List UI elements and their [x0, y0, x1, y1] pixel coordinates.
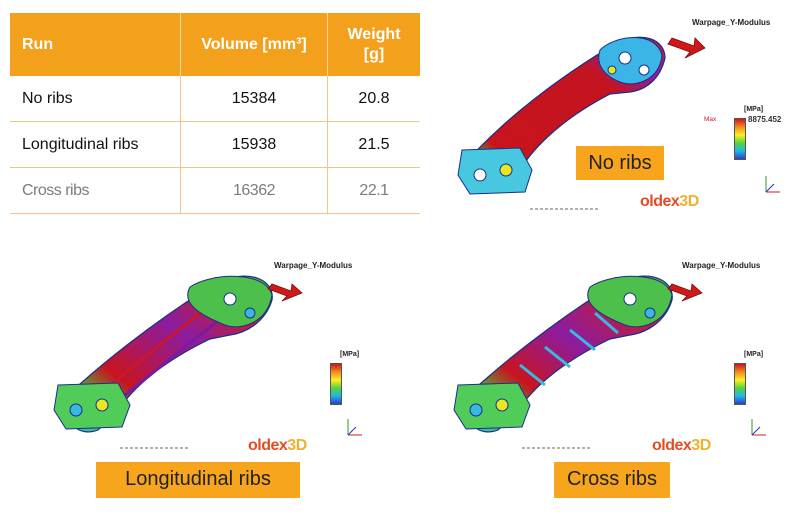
table-row: Longitudinal ribs 15938 21.5	[10, 121, 420, 168]
cell-weight: 20.8	[327, 76, 420, 122]
color-legend: [MPa] Max 8875.452	[702, 106, 781, 186]
part-render	[53, 275, 303, 433]
header-run: Run	[10, 13, 181, 76]
caption-no-ribs: No ribs	[576, 146, 664, 180]
panel-title: Warpage_Y-Modulus	[682, 261, 761, 270]
brand-logo: oldex3D	[640, 193, 699, 210]
legend-unit: [MPa]	[744, 106, 764, 113]
legend-colorbar	[734, 118, 746, 160]
brand-logo: oldex3D	[248, 437, 307, 454]
cell-volume: 15384	[180, 76, 328, 122]
cell-volume: 16362	[180, 167, 328, 214]
caption-longitudinal-ribs: Longitudinal ribs	[96, 462, 300, 498]
cell-weight: 21.5	[327, 121, 420, 168]
legend-colorbar	[734, 363, 746, 405]
legend-unit: [MPa]	[744, 351, 764, 358]
part-render	[453, 275, 703, 433]
axis-triad-icon	[744, 413, 774, 443]
cell-run: Cross ribs	[10, 167, 181, 214]
results-table: Run Volume [mm³] Weight [g] No ribs 1538…	[10, 13, 420, 214]
cell-run: No ribs	[10, 76, 181, 122]
table-row: No ribs 15384 20.8	[10, 76, 420, 122]
legend-colorbar	[330, 363, 342, 405]
part-render	[457, 36, 706, 195]
color-legend: [MPa]	[702, 351, 772, 431]
legend-max-label: Max	[704, 116, 717, 123]
axis-triad-icon	[758, 170, 788, 200]
caption-cross-ribs: Cross ribs	[554, 462, 670, 498]
panel-title: Warpage_Y-Modulus	[274, 261, 353, 270]
brand-logo: oldex3D	[652, 437, 711, 454]
panel-no-ribs: Warpage_Y-Modulus [MPa] Max 887	[440, 10, 795, 220]
panel-longitudinal-ribs: Warpage_Y-Modulus [MPa]	[40, 255, 400, 510]
table-header-row: Run Volume [mm³] Weight [g]	[10, 13, 420, 76]
axis-triad-icon	[340, 413, 370, 443]
cell-weight: 22.1	[327, 167, 420, 214]
header-weight: Weight [g]	[327, 13, 420, 76]
header-volume: Volume [mm³]	[180, 13, 328, 76]
cell-run: Longitudinal ribs	[10, 121, 181, 168]
color-legend: [MPa]	[298, 351, 368, 431]
panel-cross-ribs: Warpage_Y-Modulus [MPa] old	[440, 255, 795, 510]
panel-title: Warpage_Y-Modulus	[692, 18, 771, 27]
legend-unit: [MPa]	[340, 351, 360, 358]
cell-volume: 15938	[180, 121, 328, 168]
legend-max-value: 8875.452	[748, 115, 782, 124]
table-row: Cross ribs 16362 22.1	[10, 167, 420, 214]
